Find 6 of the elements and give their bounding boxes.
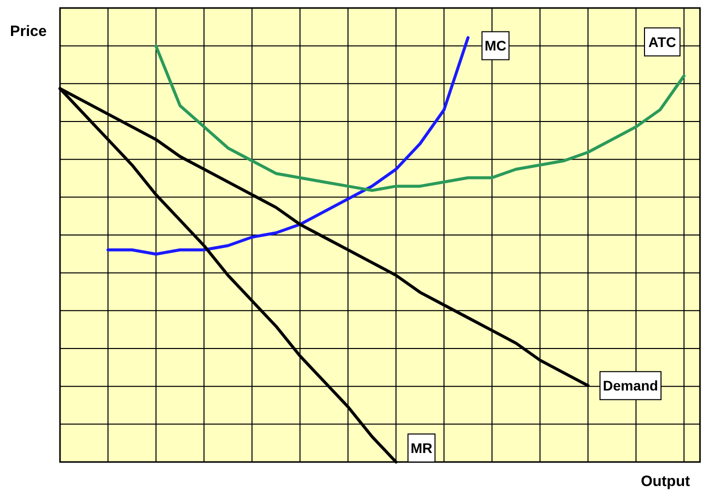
- series-label: ATC: [648, 34, 676, 50]
- x-axis-title: Output: [640, 473, 690, 490]
- series-label: MC: [484, 38, 506, 54]
- series-label: MR: [410, 440, 432, 456]
- series-label: Demand: [602, 378, 658, 394]
- y-axis-title: Price: [10, 23, 47, 40]
